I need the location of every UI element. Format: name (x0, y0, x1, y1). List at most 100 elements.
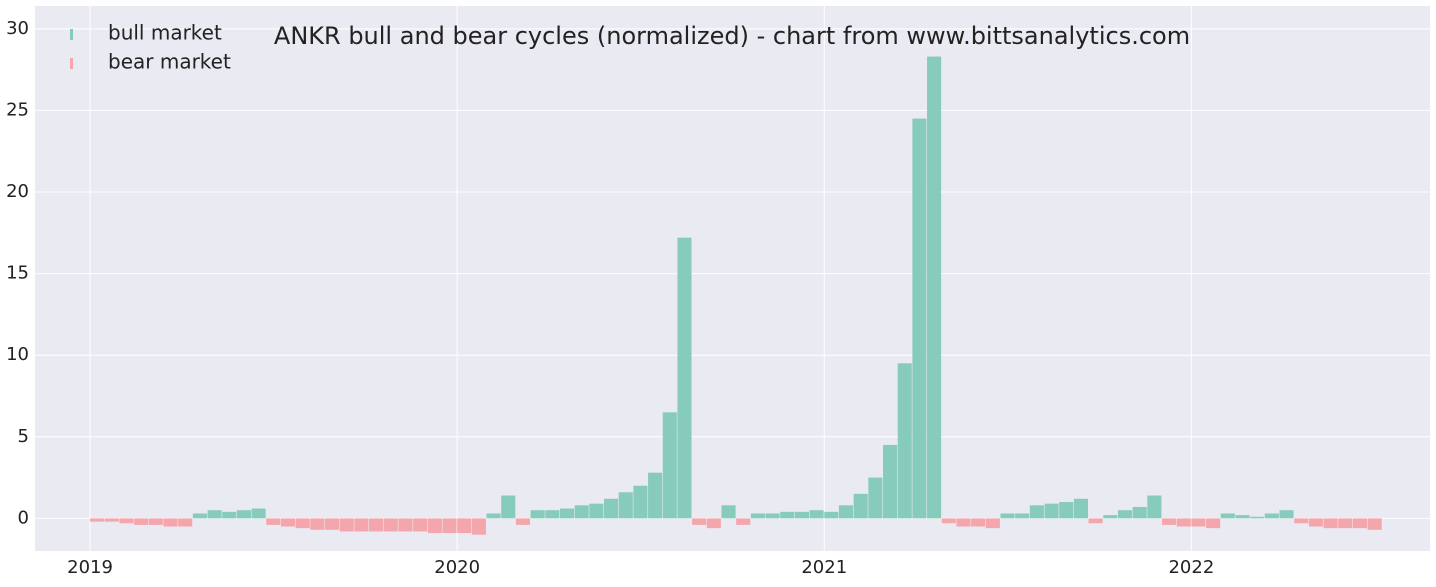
bar (457, 518, 472, 534)
bar (310, 518, 325, 530)
bar (927, 56, 942, 519)
bar (1352, 518, 1367, 529)
x-tick-label: 2020 (434, 557, 480, 578)
bar (721, 505, 736, 519)
x-tick-label: 2021 (801, 557, 847, 578)
bar (1220, 513, 1235, 519)
bar (295, 518, 310, 529)
bar (677, 237, 692, 519)
legend-label: bear market (108, 50, 231, 74)
bar (413, 518, 428, 532)
bar (530, 510, 545, 519)
bar (119, 518, 134, 524)
bar (325, 518, 340, 530)
bar (794, 511, 809, 519)
bar (1323, 518, 1338, 529)
y-tick-label: 5 (18, 426, 29, 447)
bar (486, 513, 501, 519)
legend-marker (70, 29, 73, 40)
y-tick-label: 15 (6, 263, 29, 284)
bar (736, 518, 751, 525)
bar (618, 492, 633, 519)
bar (207, 510, 222, 519)
bar (912, 118, 927, 519)
bar (985, 518, 1000, 529)
bar (1088, 518, 1103, 524)
bar (662, 412, 677, 519)
bar (1103, 515, 1118, 519)
plot-area (35, 6, 1430, 551)
bar (266, 518, 281, 525)
bar (706, 518, 721, 529)
bar (1117, 510, 1133, 519)
y-tick-label: 30 (6, 18, 29, 39)
bar (1147, 495, 1162, 519)
bar (604, 498, 619, 519)
bar (192, 513, 207, 519)
bar (1059, 502, 1074, 519)
bar (765, 513, 780, 519)
bar (1279, 510, 1294, 519)
bar (427, 518, 442, 534)
bar (1367, 518, 1382, 530)
bar (1044, 503, 1059, 519)
bar (956, 518, 971, 527)
bar (1015, 513, 1030, 519)
bar (1264, 513, 1279, 519)
x-tick-label: 2022 (1168, 557, 1214, 578)
bar (1132, 506, 1147, 519)
bar (471, 518, 486, 535)
bar (280, 518, 296, 527)
bar (1162, 518, 1177, 525)
bar (692, 518, 707, 525)
bar (1235, 515, 1250, 519)
bar (383, 518, 398, 532)
y-tick-label: 0 (18, 507, 29, 528)
bar (750, 513, 765, 519)
bar (868, 477, 883, 519)
bar (1073, 498, 1088, 519)
bar (1000, 513, 1015, 519)
bar (941, 518, 956, 524)
bar (1029, 505, 1044, 519)
bar (1308, 518, 1323, 527)
bar (148, 518, 163, 525)
bar (838, 505, 854, 519)
bar (780, 511, 795, 519)
bar (1338, 518, 1353, 529)
bar (339, 518, 354, 532)
bar (589, 503, 604, 519)
x-tick-label: 2019 (67, 557, 113, 578)
bar (90, 518, 105, 522)
bar (251, 508, 266, 519)
bar (883, 444, 898, 519)
bar (1191, 518, 1206, 527)
bar (809, 510, 824, 519)
legend-marker (70, 58, 73, 69)
bar (1294, 518, 1309, 524)
bar (897, 363, 912, 519)
bar (104, 518, 119, 522)
bar (398, 518, 413, 532)
bar (1206, 518, 1221, 529)
bar (1250, 516, 1265, 519)
bar (648, 472, 663, 519)
bar (574, 505, 589, 519)
bar (971, 518, 986, 527)
bar (134, 518, 149, 525)
bar (853, 493, 868, 519)
bar (222, 511, 237, 519)
bar (369, 518, 384, 532)
y-tick-label: 20 (6, 181, 29, 202)
bar (178, 518, 193, 527)
legend-label: bull market (108, 21, 222, 45)
bar (633, 485, 648, 519)
bar (163, 518, 178, 527)
bar (442, 518, 457, 534)
bar (501, 495, 516, 519)
bar (559, 508, 575, 519)
bar (354, 518, 369, 532)
bar (1176, 518, 1191, 527)
y-tick-label: 10 (6, 344, 29, 365)
